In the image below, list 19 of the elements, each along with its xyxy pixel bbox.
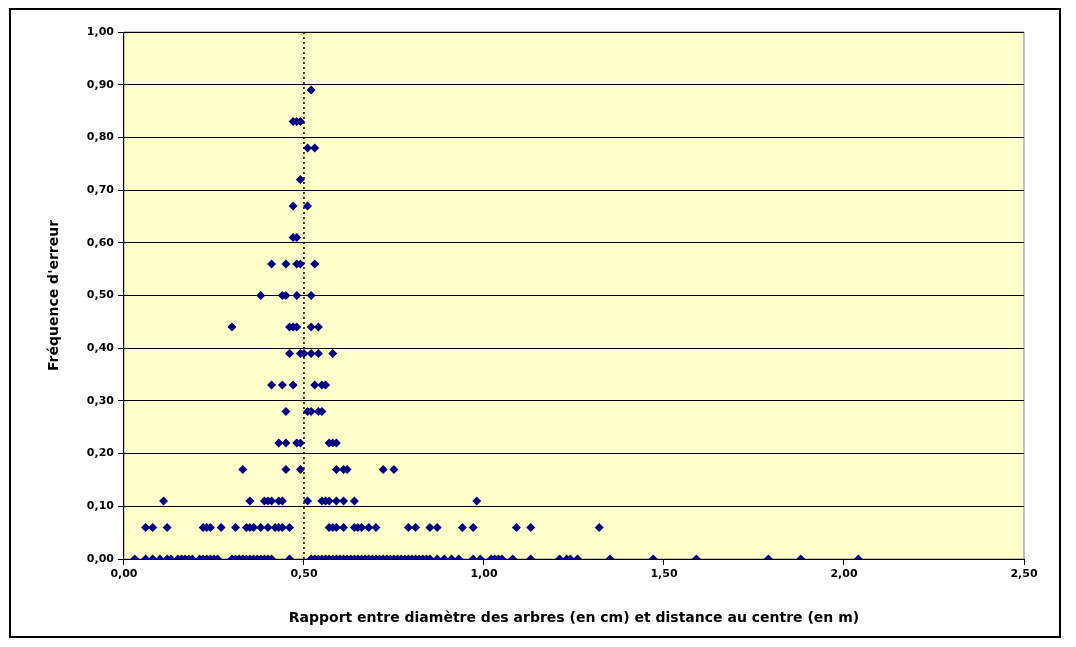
y-tick-label: 0,30 xyxy=(86,393,115,407)
y-tick-label: 0,70 xyxy=(86,182,115,196)
y-tick-label: 0,50 xyxy=(86,288,115,302)
y-tick-label: 1,00 xyxy=(86,24,115,38)
y-axis-title: Fréquence d'erreur xyxy=(45,219,62,372)
y-tick-label: 0,60 xyxy=(86,235,115,249)
x-tick-label: 1,00 xyxy=(470,567,498,581)
y-tick-label: 0,20 xyxy=(86,446,115,460)
x-tick-label: 2,50 xyxy=(1010,567,1038,581)
y-tick-label: 0,90 xyxy=(86,77,115,91)
y-tick-label: 0,00 xyxy=(86,551,115,565)
y-tick-label: 0,80 xyxy=(86,130,115,144)
x-tick-label: 2,00 xyxy=(830,567,858,581)
x-axis-title: Rapport entre diamètre des arbres (en cm) et distance au centre (en m) xyxy=(288,609,860,626)
y-tick-label: 0,10 xyxy=(86,499,115,513)
x-tick-label: 0,50 xyxy=(290,567,318,581)
y-tick-label: 0,40 xyxy=(86,341,115,355)
x-tick-label: 1,50 xyxy=(650,567,678,581)
x-tick-label: 0,00 xyxy=(110,567,138,581)
